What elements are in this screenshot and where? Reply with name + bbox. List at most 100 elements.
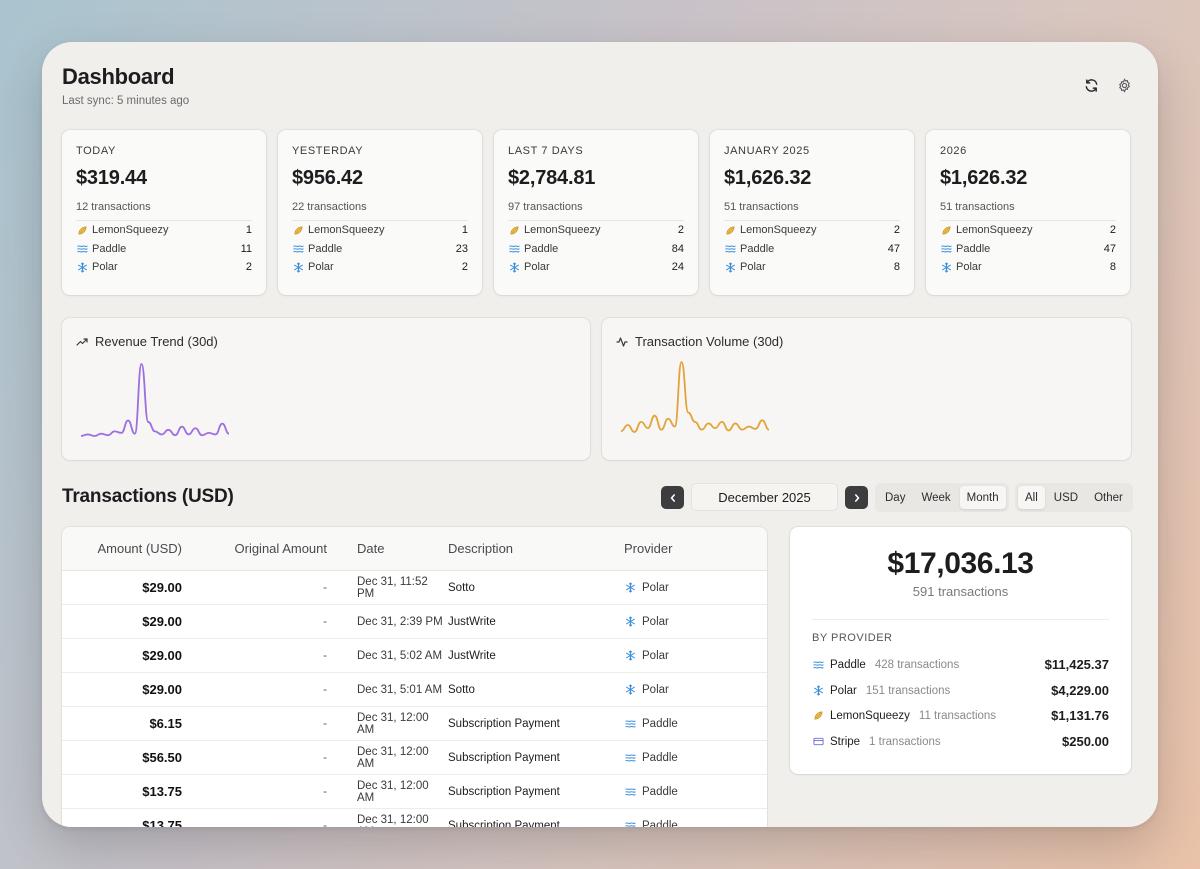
transaction-volume-chart xyxy=(620,361,770,433)
stat-card[interactable]: JANUARY 2025 $1,626.32 51 transactions Lemo… xyxy=(710,130,914,295)
refresh-icon[interactable] xyxy=(1082,76,1100,94)
summary-provider-transactions: 11 transactions xyxy=(918,709,997,722)
period-week[interactable]: Week xyxy=(921,491,951,504)
description-cell: JustWrite xyxy=(448,649,496,662)
paddle-waves-icon xyxy=(624,718,636,730)
description-cell: Sotto xyxy=(448,683,475,696)
provider-name: Polar xyxy=(642,615,669,628)
provider-name: Polar xyxy=(740,261,766,274)
provider-name: Polar xyxy=(642,581,669,594)
currency-all[interactable]: All xyxy=(1018,486,1045,509)
provider-name: Paddle xyxy=(642,751,678,764)
date-cell: Dec 31, 12:00 AM xyxy=(357,779,429,804)
provider-row: Paddle 11 xyxy=(76,240,252,259)
col-date[interactable]: Date xyxy=(357,541,385,556)
stat-transactions: 51 transactions xyxy=(940,201,1116,221)
col-original-amount[interactable]: Original Amount xyxy=(234,541,328,556)
period-month[interactable]: Month xyxy=(959,486,1006,509)
provider-name: Paddle xyxy=(92,242,127,255)
polar-snowflake-icon xyxy=(624,684,636,696)
provider-name: Paddle xyxy=(642,785,678,798)
provider-name: Polar xyxy=(524,261,550,274)
lemon-icon xyxy=(724,224,736,236)
summary-provider-row: Polar 151 transactions $4,229.00 xyxy=(812,683,1109,698)
lemon-icon xyxy=(812,710,824,722)
stat-card[interactable]: LAST 7 DAYS $2,784.81 97 transactions Lemon… xyxy=(494,130,698,295)
stat-transactions: 51 transactions xyxy=(724,201,900,221)
trending-up-icon xyxy=(76,337,88,346)
stat-label: 2026 xyxy=(940,145,967,157)
period-day[interactable]: Day xyxy=(885,491,906,504)
summary-transactions: 591 transactions xyxy=(912,584,1009,599)
amount-cell: $56.50 xyxy=(142,750,182,765)
revenue-trend-title: Revenue Trend (30d) xyxy=(95,334,218,349)
col-description[interactable]: Description xyxy=(448,541,514,556)
provider-count: 47 xyxy=(887,242,900,255)
summary-provider-name: Polar xyxy=(830,684,857,697)
last-sync-text: Last sync: 5 minutes ago xyxy=(62,95,190,107)
provider-name: LemonSqueezy xyxy=(740,224,817,237)
polar-snowflake-icon xyxy=(76,261,88,273)
stat-label: JANUARY 2025 xyxy=(724,145,810,157)
summary-provider-name: Stripe xyxy=(830,735,861,748)
table-row[interactable]: $13.75 - Dec 31, 12:00 AM Subscription Paym… xyxy=(62,809,767,828)
provider-name: Polar xyxy=(642,649,669,662)
provider-name: Paddle xyxy=(740,242,775,255)
summary-provider-name: LemonSqueezy xyxy=(830,709,910,722)
divider xyxy=(812,619,1109,620)
series-line xyxy=(620,361,770,433)
col-amount[interactable]: Amount (USD) xyxy=(97,541,182,556)
prev-month-button[interactable] xyxy=(661,486,684,509)
currency-other[interactable]: Other xyxy=(1094,491,1123,504)
stat-amount: $1,626.32 xyxy=(724,167,812,189)
month-selector[interactable]: December 2025 xyxy=(691,483,838,511)
lemon-icon xyxy=(940,224,952,236)
provider-row: LemonSqueezy 1 xyxy=(292,221,468,240)
table-row[interactable]: $13.75 - Dec 31, 12:00 AM Subscription Paym… xyxy=(62,775,767,809)
stat-transactions: 97 transactions xyxy=(508,201,684,221)
provider-name: Paddle xyxy=(956,242,991,255)
summary-provider-amount: $11,425.37 xyxy=(1044,657,1109,672)
amount-cell: $29.00 xyxy=(142,580,182,595)
provider-name: LemonSqueezy xyxy=(308,224,385,237)
polar-snowflake-icon xyxy=(624,582,636,594)
stat-label: YESTERDAY xyxy=(292,145,364,157)
stat-card[interactable]: TODAY $319.44 12 transactions LemonSqueezy 1… xyxy=(62,130,266,295)
table-row[interactable]: $29.00 - Dec 31, 2:39 PM JustWrite Polar xyxy=(62,605,767,639)
provider-cell: Polar xyxy=(624,582,767,594)
provider-cell: Polar xyxy=(624,684,767,696)
next-month-button[interactable] xyxy=(845,486,868,509)
provider-count: 1 xyxy=(461,224,468,237)
paddle-waves-icon xyxy=(624,786,636,798)
date-cell: Dec 31, 12:00 AM xyxy=(357,711,429,736)
provider-name: Polar xyxy=(642,683,669,696)
col-provider[interactable]: Provider xyxy=(624,541,673,556)
paddle-waves-icon xyxy=(940,243,952,255)
original-amount-cell: - xyxy=(323,615,327,628)
stat-amount: $956.42 xyxy=(292,167,363,189)
original-amount-cell: - xyxy=(323,683,327,696)
settings-gear-icon[interactable] xyxy=(1115,76,1133,94)
table-row[interactable]: $29.00 - Dec 31, 11:52 PM Sotto Polar xyxy=(62,571,767,605)
original-amount-cell: - xyxy=(323,819,327,828)
stat-card[interactable]: 2026 $1,626.32 51 transactions LemonSqueezy… xyxy=(926,130,1130,295)
stat-card[interactable]: YESTERDAY $956.42 22 transactions LemonSque… xyxy=(278,130,482,295)
table-row[interactable]: $6.15 - Dec 31, 12:00 AM Subscription Payme… xyxy=(62,707,767,741)
summary-provider-amount: $250.00 xyxy=(1062,734,1109,749)
table-row[interactable]: $29.00 - Dec 31, 5:01 AM Sotto Polar xyxy=(62,673,767,707)
paddle-waves-icon xyxy=(624,752,636,764)
table-row[interactable]: $29.00 - Dec 31, 5:02 AM JustWrite Polar xyxy=(62,639,767,673)
provider-name: Paddle xyxy=(308,242,343,255)
provider-row: Paddle 23 xyxy=(292,240,468,259)
series-line xyxy=(80,363,230,437)
provider-count: 11 xyxy=(240,242,252,255)
table-row[interactable]: $56.50 - Dec 31, 12:00 AM Subscription Paym… xyxy=(62,741,767,775)
transactions-table: Amount (USD) Original Amount Date Descri… xyxy=(62,527,767,827)
provider-count: 2 xyxy=(461,261,468,274)
description-cell: JustWrite xyxy=(448,615,496,628)
currency-usd[interactable]: USD xyxy=(1053,491,1079,504)
provider-row: LemonSqueezy 2 xyxy=(724,221,900,240)
provider-name: Polar xyxy=(308,261,334,274)
summary-provider-transactions: 1 transactions xyxy=(869,735,941,748)
amount-cell: $13.75 xyxy=(142,784,182,799)
